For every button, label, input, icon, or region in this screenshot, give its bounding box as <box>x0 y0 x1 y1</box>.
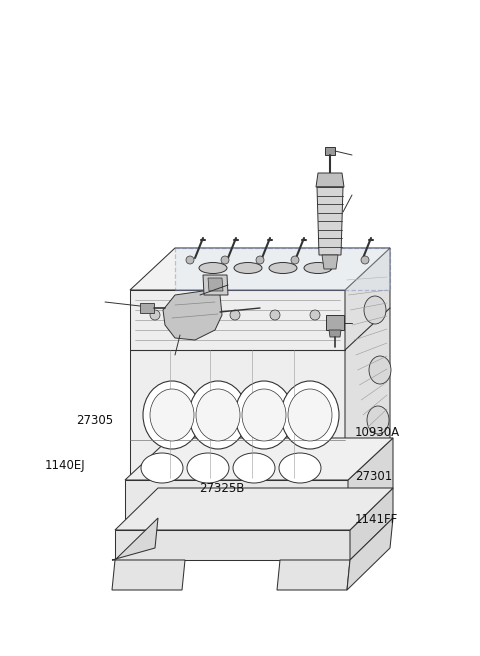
Ellipse shape <box>369 356 391 384</box>
Bar <box>325 147 335 155</box>
Ellipse shape <box>233 453 275 483</box>
Polygon shape <box>348 438 393 530</box>
Text: 10930A: 10930A <box>355 426 400 440</box>
Polygon shape <box>125 480 348 530</box>
Circle shape <box>186 256 194 264</box>
Circle shape <box>221 256 229 264</box>
Circle shape <box>291 256 299 264</box>
Text: 27325B: 27325B <box>199 482 244 495</box>
Polygon shape <box>345 248 390 480</box>
Polygon shape <box>115 488 393 530</box>
Ellipse shape <box>269 262 297 274</box>
Circle shape <box>256 256 264 264</box>
Polygon shape <box>125 438 393 480</box>
Polygon shape <box>317 187 343 255</box>
Text: 1141FF: 1141FF <box>355 513 398 526</box>
Ellipse shape <box>235 381 293 449</box>
Polygon shape <box>112 560 185 590</box>
Polygon shape <box>203 275 228 295</box>
Text: 27301: 27301 <box>355 470 392 483</box>
Text: 27305: 27305 <box>76 415 113 428</box>
Polygon shape <box>326 315 344 330</box>
Circle shape <box>310 310 320 320</box>
Polygon shape <box>130 290 345 480</box>
Polygon shape <box>163 290 222 340</box>
Ellipse shape <box>189 381 247 449</box>
Circle shape <box>150 310 160 320</box>
Ellipse shape <box>150 389 194 441</box>
Circle shape <box>190 310 200 320</box>
Circle shape <box>270 310 280 320</box>
Circle shape <box>326 256 334 264</box>
Polygon shape <box>329 330 341 337</box>
Ellipse shape <box>234 262 262 274</box>
Text: 1140EJ: 1140EJ <box>45 459 85 472</box>
Bar <box>140 303 154 313</box>
Polygon shape <box>316 173 344 187</box>
Ellipse shape <box>143 381 201 449</box>
Ellipse shape <box>304 262 332 274</box>
Ellipse shape <box>288 389 332 441</box>
Ellipse shape <box>281 381 339 449</box>
Circle shape <box>230 310 240 320</box>
Ellipse shape <box>364 296 386 324</box>
Polygon shape <box>350 488 393 560</box>
Polygon shape <box>130 248 390 290</box>
Polygon shape <box>277 560 350 590</box>
Polygon shape <box>112 518 158 560</box>
Ellipse shape <box>367 406 389 434</box>
Ellipse shape <box>242 389 286 441</box>
Ellipse shape <box>279 453 321 483</box>
Ellipse shape <box>196 389 240 441</box>
Polygon shape <box>322 255 338 269</box>
Polygon shape <box>175 248 390 290</box>
Polygon shape <box>347 518 393 590</box>
Polygon shape <box>115 530 350 560</box>
Ellipse shape <box>187 453 229 483</box>
Circle shape <box>361 256 369 264</box>
Polygon shape <box>208 278 223 291</box>
Ellipse shape <box>199 262 227 274</box>
Ellipse shape <box>141 453 183 483</box>
